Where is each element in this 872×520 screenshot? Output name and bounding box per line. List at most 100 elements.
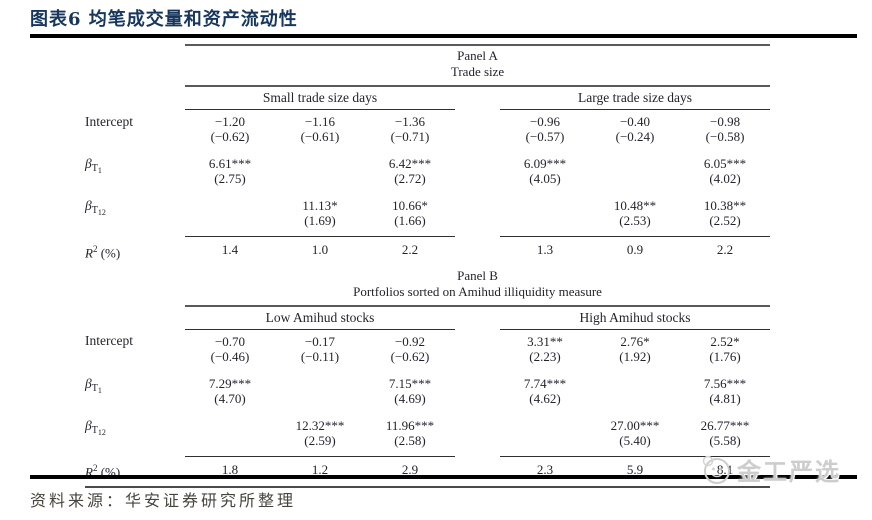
table-cell: 10.48** (2.53) bbox=[613, 198, 657, 228]
table-cell: 1.4 bbox=[185, 235, 275, 266]
table-cell: −1.16 (−0.61) bbox=[300, 114, 340, 144]
panel-a-name: Panel A bbox=[457, 48, 498, 63]
group-header-small-trade: Small trade size days bbox=[185, 85, 455, 110]
table-cell: 6.05*** (4.02) bbox=[703, 156, 747, 186]
row-label: βT12 bbox=[85, 198, 106, 217]
table-cell: −0.92 (−0.62) bbox=[390, 333, 430, 364]
panel-a-title-row: Panel A Trade size bbox=[85, 44, 771, 86]
chat-bubble-face-icon bbox=[700, 454, 732, 486]
panel-a-group-header-row: Small trade size days Large trade size d… bbox=[85, 85, 771, 110]
bottom-rule bbox=[30, 475, 857, 479]
spacer-cell bbox=[455, 237, 500, 266]
spacer-cell bbox=[455, 152, 500, 194]
table-cell: −1.20 (−0.62) bbox=[210, 114, 250, 144]
table-cell: 2.52* (1.76) bbox=[709, 333, 741, 364]
table-cell: 1.2 bbox=[275, 455, 365, 488]
table-cell: 7.74*** (4.62) bbox=[523, 375, 567, 406]
spacer-cell bbox=[85, 86, 185, 110]
table-row-beta-t12: βT12 11.13* (1.69) 10.66* (1.66) 10.48** (2… bbox=[85, 194, 770, 237]
table-cell: 10.38** (2.52) bbox=[703, 198, 747, 228]
table-cell: −0.98 (−0.58) bbox=[705, 114, 745, 144]
table-cell: −0.40 (−0.24) bbox=[615, 114, 655, 144]
table-cell: 7.15*** (4.69) bbox=[388, 375, 432, 406]
table-row-beta-t1: βT1 6.61*** (2.75) 6.42*** (2.72) 6.09***(… bbox=[85, 152, 770, 194]
spacer-cell bbox=[455, 372, 500, 414]
row-label: βT1 bbox=[85, 156, 102, 175]
table-cell bbox=[185, 194, 275, 237]
table-cell: 2.9 bbox=[365, 455, 455, 488]
table-cell bbox=[275, 372, 365, 414]
table-row-r2: R2 (%) 1.4 1.0 2.2 1.3 0.9 2.2 bbox=[85, 235, 771, 266]
table-cell: 11.96*** (2.58) bbox=[385, 417, 435, 448]
table-cell: 7.29*** (4.70) bbox=[208, 375, 252, 406]
table-cell: 2.76* (1.92) bbox=[619, 333, 651, 364]
panel-b-name: Panel B bbox=[457, 267, 498, 283]
table-cell: 3.31** (2.23) bbox=[527, 333, 563, 364]
table-row-r2: R2 (%) 1.8 1.2 2.9 2.3 5.9 8.1 bbox=[85, 455, 771, 488]
panel-b-title-row: Panel B Portfolios sorted on Amihud illi… bbox=[85, 266, 770, 306]
table-cell: 10.66* (1.66) bbox=[392, 198, 428, 228]
table-cell: 0.9 bbox=[590, 235, 680, 266]
table-row-intercept: Intercept −0.70 (−0.46) −0.17 (−0.11) −0.9… bbox=[85, 329, 770, 372]
spacer-cell bbox=[455, 414, 500, 457]
row-label: R2 (%) bbox=[85, 243, 121, 260]
table-cell: 27.00*** (5.40) bbox=[610, 417, 660, 448]
spacer-cell bbox=[455, 456, 500, 488]
row-label: βT12 bbox=[85, 417, 106, 437]
table-row-intercept: Intercept −1.20 (−0.62) −1.16 (−0.61) −1.3… bbox=[85, 110, 770, 153]
panel-b-subtitle: Portfolios sorted on Amihud illiquidity … bbox=[353, 283, 602, 299]
table-cell bbox=[590, 152, 680, 194]
table-cell: 5.9 bbox=[590, 455, 680, 488]
table-cell: −0.96 (−0.57) bbox=[525, 114, 565, 144]
table-cell: 1.0 bbox=[275, 235, 365, 266]
table-row-beta-t12: βT12 12.32*** (2.59) 11.96*** (2.58) 27.00… bbox=[85, 414, 770, 457]
results-table: Panel A Trade size Small trade size days… bbox=[85, 44, 771, 488]
figure-title: 图表6 均笔成交量和资产流动性 bbox=[30, 9, 298, 30]
table-cell bbox=[500, 194, 590, 237]
table-cell: 6.61*** (2.75) bbox=[208, 156, 252, 186]
panel-b-title: Panel B Portfolios sorted on Amihud illi… bbox=[185, 266, 770, 306]
table-cell: 11.13* (1.69) bbox=[302, 198, 338, 228]
row-label: R2 (%) bbox=[85, 456, 185, 488]
panel-a-title: Panel A Trade size bbox=[185, 44, 771, 86]
row-label: Intercept bbox=[85, 113, 133, 129]
table-cell: −1.36 (−0.71) bbox=[390, 114, 430, 144]
table-cell: −0.70 (−0.46) bbox=[210, 333, 250, 364]
table-cell bbox=[590, 372, 680, 414]
table-cell: 2.2 bbox=[365, 235, 455, 266]
spacer-cell bbox=[455, 85, 500, 110]
spacer-cell bbox=[85, 45, 185, 86]
row-label: Intercept bbox=[85, 333, 133, 349]
panel-a-subtitle: Trade size bbox=[450, 64, 505, 79]
table-cell: 26.77*** (5.58) bbox=[700, 417, 750, 448]
group-header-high-amihud: High Amihud stocks bbox=[500, 304, 771, 330]
table-cell: 2.3 bbox=[500, 455, 590, 488]
top-rule bbox=[30, 34, 857, 38]
watermark-text: 金工严选 bbox=[737, 457, 841, 486]
group-header-large-trade: Large trade size days bbox=[500, 85, 771, 110]
source-note: 资料来源：华安证券研究所整理 bbox=[30, 491, 297, 510]
table-cell: 1.8 bbox=[185, 455, 275, 488]
table-cell: 1.3 bbox=[500, 235, 590, 266]
table-cell bbox=[500, 414, 590, 457]
table-cell: −0.17 (−0.11) bbox=[300, 333, 340, 364]
row-label: βT1 bbox=[85, 375, 102, 395]
table-cell bbox=[185, 414, 275, 457]
panel-b-group-header-row: Low Amihud stocks High Amihud stocks bbox=[85, 304, 771, 330]
spacer-cell bbox=[455, 304, 500, 330]
table-cell: 6.42*** (2.72) bbox=[388, 156, 432, 186]
table-cell: 7.56*** (4.81) bbox=[703, 375, 747, 406]
table-cell: 2.2 bbox=[680, 235, 771, 266]
table-cell: 6.09*** (4.05) bbox=[523, 156, 567, 186]
table-row-beta-t1: βT1 7.29*** (4.70) 7.15*** (4.69) 7.74***(… bbox=[85, 372, 770, 414]
spacer-cell bbox=[85, 306, 185, 330]
group-header-low-amihud: Low Amihud stocks bbox=[185, 304, 455, 330]
table-cell bbox=[275, 152, 365, 194]
watermark: 金工严选 bbox=[700, 452, 841, 487]
spacer-cell bbox=[85, 266, 185, 306]
spacer-cell bbox=[455, 110, 500, 153]
spacer-cell bbox=[455, 329, 500, 372]
table-cell: 12.32*** (2.59) bbox=[295, 417, 345, 448]
spacer-cell bbox=[455, 194, 500, 237]
